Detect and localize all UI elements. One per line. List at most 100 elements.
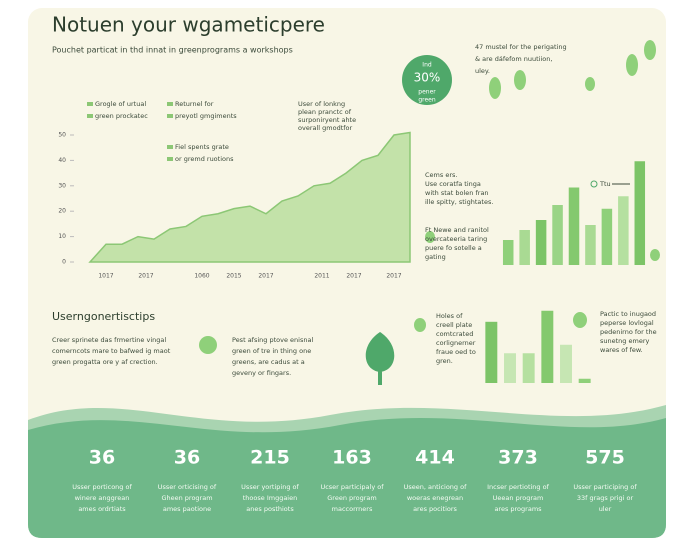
legend-swatch bbox=[87, 114, 93, 118]
leaf bbox=[489, 77, 501, 99]
legend-label: Returnel for bbox=[175, 100, 214, 108]
annotation: surponiryent ahte bbox=[298, 116, 356, 124]
bar-label: Ttu bbox=[599, 180, 611, 188]
note: 47 mustel for the perigating bbox=[475, 43, 567, 51]
tip: green progatta ore y af crection. bbox=[52, 358, 158, 366]
marker bbox=[590, 180, 598, 188]
note: peperse lovlogal bbox=[600, 319, 654, 327]
leaf bbox=[573, 312, 587, 328]
leaf bbox=[414, 318, 426, 332]
note: Holes of bbox=[436, 312, 463, 320]
bar bbox=[585, 225, 596, 265]
y-tick-label: 0 bbox=[62, 259, 66, 266]
stat-caption: ares pocitiors bbox=[413, 505, 457, 513]
y-tick-label: 20 bbox=[58, 208, 66, 215]
leaf-icon bbox=[365, 332, 395, 385]
bar bbox=[578, 378, 591, 383]
note: corlignerner bbox=[436, 339, 476, 347]
note: uley. bbox=[475, 67, 490, 75]
stat-caption: ames ordrtiats bbox=[78, 505, 126, 513]
annotation: User of lonkng bbox=[298, 100, 345, 108]
legend-swatch bbox=[87, 102, 93, 106]
stat-caption: Ueean program bbox=[493, 494, 544, 502]
x-tick-label: 2017 bbox=[346, 273, 361, 280]
bar bbox=[541, 310, 554, 383]
tip: greens, are cadus at a bbox=[232, 358, 305, 366]
stat-caption: Ucser participaly of bbox=[320, 483, 384, 491]
bar bbox=[504, 353, 516, 383]
leaf bbox=[644, 40, 656, 60]
annotation: with stat bolen fran bbox=[425, 189, 489, 197]
badge bbox=[402, 55, 452, 105]
bar bbox=[502, 240, 514, 265]
stat-value: 36 bbox=[174, 447, 200, 469]
legend-swatch bbox=[167, 102, 173, 106]
note: creell plate bbox=[436, 321, 472, 329]
leaf bbox=[199, 336, 217, 354]
badge-text: green bbox=[418, 97, 436, 104]
badge-text: pener bbox=[418, 89, 436, 96]
badge-value: 30% bbox=[414, 71, 441, 85]
y-tick-label: 10 bbox=[58, 233, 66, 240]
bar bbox=[618, 196, 629, 265]
note: wares of few. bbox=[600, 346, 643, 354]
tip: comerncots mare to bafwed ig maot bbox=[52, 347, 171, 355]
annotation: plean pranctc of bbox=[298, 108, 352, 116]
annotation: puere fo sotelle a bbox=[425, 244, 482, 252]
stat-caption: Useen, anticiong of bbox=[404, 483, 467, 491]
stat-caption: Usser porticong of bbox=[72, 483, 132, 491]
subtitle: Pouchet particat in thd innat in greenpr… bbox=[52, 46, 293, 55]
stat-value: 215 bbox=[250, 447, 290, 469]
stat-value: 373 bbox=[498, 447, 538, 469]
bar bbox=[552, 205, 563, 265]
stat-caption: Green program bbox=[327, 494, 377, 502]
x-tick-label: 2011 bbox=[314, 273, 329, 280]
section-title: Userngonertisctips bbox=[52, 310, 155, 323]
title: Notuen your wgameticpere bbox=[52, 13, 325, 37]
stat-caption: maccorrners bbox=[332, 505, 373, 513]
note: fraue oed to bbox=[436, 348, 476, 356]
stat-caption: 33f grags prigi or bbox=[577, 494, 634, 502]
tip: Pest afsing ptove enisnal bbox=[232, 336, 313, 344]
tip: geveny or fingars. bbox=[232, 369, 291, 377]
bar bbox=[568, 187, 580, 265]
stat-caption: uler bbox=[599, 505, 612, 513]
x-tick-label: 2017 bbox=[386, 273, 401, 280]
legend-label: green prockatec bbox=[95, 112, 148, 120]
stat-caption: ares programs bbox=[494, 505, 542, 513]
leaf bbox=[425, 231, 435, 243]
leaf bbox=[626, 54, 638, 76]
stat-caption: anes posthiots bbox=[246, 505, 294, 513]
leaf bbox=[585, 77, 595, 91]
bar bbox=[601, 208, 613, 265]
legend-label: or gremd ruotions bbox=[175, 155, 234, 163]
annotation: overall gmodtfor bbox=[298, 124, 353, 132]
annotation: Ft Newe and ranitol bbox=[425, 226, 489, 234]
note: & are dáfefom nuutiion, bbox=[475, 55, 552, 63]
bar bbox=[485, 321, 498, 383]
annotation: Cems ers. bbox=[425, 171, 457, 179]
leaves bbox=[199, 40, 660, 354]
leaf bbox=[514, 70, 526, 90]
x-tick-label: 2017 bbox=[138, 273, 153, 280]
annotation: gating bbox=[425, 253, 446, 261]
stat-caption: woeras enegrean bbox=[407, 494, 463, 502]
y-tick-label: 50 bbox=[58, 132, 66, 139]
legend-swatch bbox=[167, 145, 173, 149]
stat-caption: Usser participing of bbox=[573, 483, 637, 491]
legend-label: preyotl gmgiments bbox=[175, 112, 237, 120]
x-tick-label: 1060 bbox=[194, 273, 209, 280]
stat-caption: Usser yortiping of bbox=[241, 483, 299, 491]
note: Pactic to inugaod bbox=[600, 310, 656, 318]
stat-caption: Usser orticising of bbox=[158, 483, 217, 491]
annotation: overcateeria taring bbox=[425, 235, 487, 243]
bar bbox=[519, 230, 530, 265]
badge-text: Ind bbox=[422, 62, 432, 69]
x-tick-label: 2015 bbox=[226, 273, 241, 280]
stat-caption: winere anggrean bbox=[75, 494, 130, 502]
area bbox=[88, 131, 411, 263]
stat-value: 36 bbox=[89, 447, 115, 469]
stat-value: 414 bbox=[415, 447, 455, 469]
y-tick-label: 40 bbox=[58, 157, 66, 164]
note: gren. bbox=[436, 357, 453, 365]
